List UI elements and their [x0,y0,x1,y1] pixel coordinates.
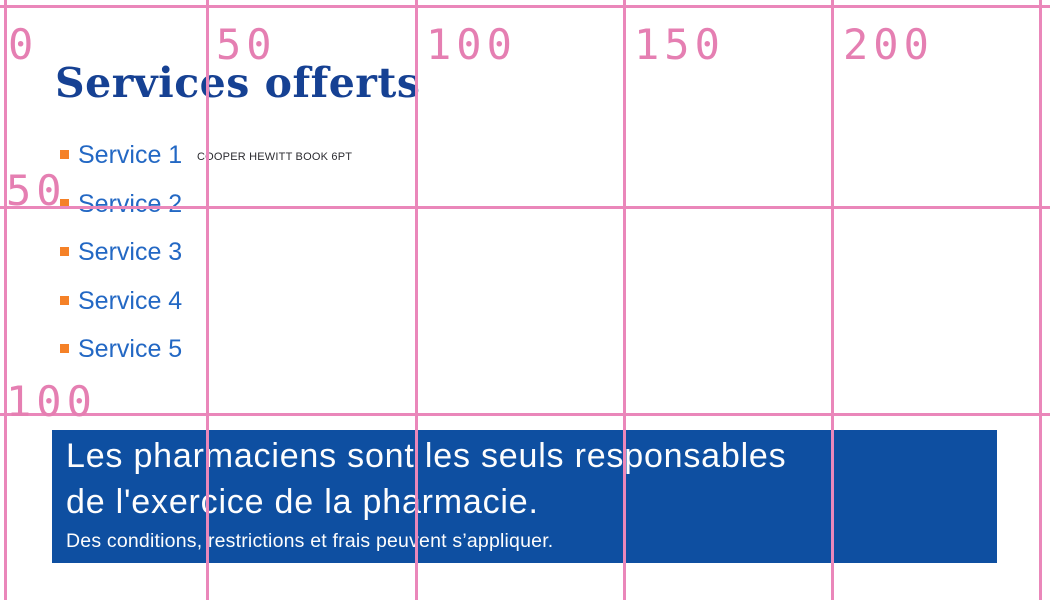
service-label: Service 2 [78,189,183,218]
bullet-square-icon [60,295,69,305]
bullet-square-icon [60,198,69,208]
banner-heading-line1: Les pharmaciens sont les seuls responsab… [66,437,787,475]
ruler-label-left: 100 [6,377,97,426]
bullet-square-icon [60,344,69,354]
services-list: Service 1 Service 2 Service 3 Service 4 … [60,142,182,385]
ruler-label-left: 50 [6,166,67,215]
list-item: Service 5 [60,336,182,385]
grid-line-vertical [1039,0,1042,600]
service-label: Service 3 [78,238,183,267]
banner-heading: Les pharmaciens sont les seuls responsab… [66,433,997,525]
grid-line-vertical [4,0,7,600]
service-label: Service 1 [78,141,183,169]
ruler-label-top: 100 [426,20,517,69]
service-label: Service 4 [78,286,183,315]
list-item: Service 4 [60,288,182,337]
bullet-square-icon [60,150,69,159]
disclaimer-banner: Les pharmaciens sont les seuls responsab… [52,430,997,563]
list-item: Service 1 [60,142,182,191]
banner-heading-line2: de l'exercice de la pharmacie. [66,483,539,521]
grid-line-horizontal [0,5,1050,8]
service-label: Service 5 [78,335,183,364]
banner-disclaimer: Des conditions, restrictions et frais pe… [66,530,554,552]
list-item: Service 2 [60,189,183,240]
bullet-square-icon [60,247,69,257]
font-annotation: COOPER HEWITT BOOK 6PT [197,151,353,163]
ruler-label-top: 150 [634,20,725,69]
ruler-label-top: 200 [843,20,934,69]
page-title: Services offerts [55,59,421,107]
list-item: Service 3 [60,239,182,288]
grid-line-horizontal [0,413,1050,416]
ruler-label-top: 0 [8,20,39,69]
